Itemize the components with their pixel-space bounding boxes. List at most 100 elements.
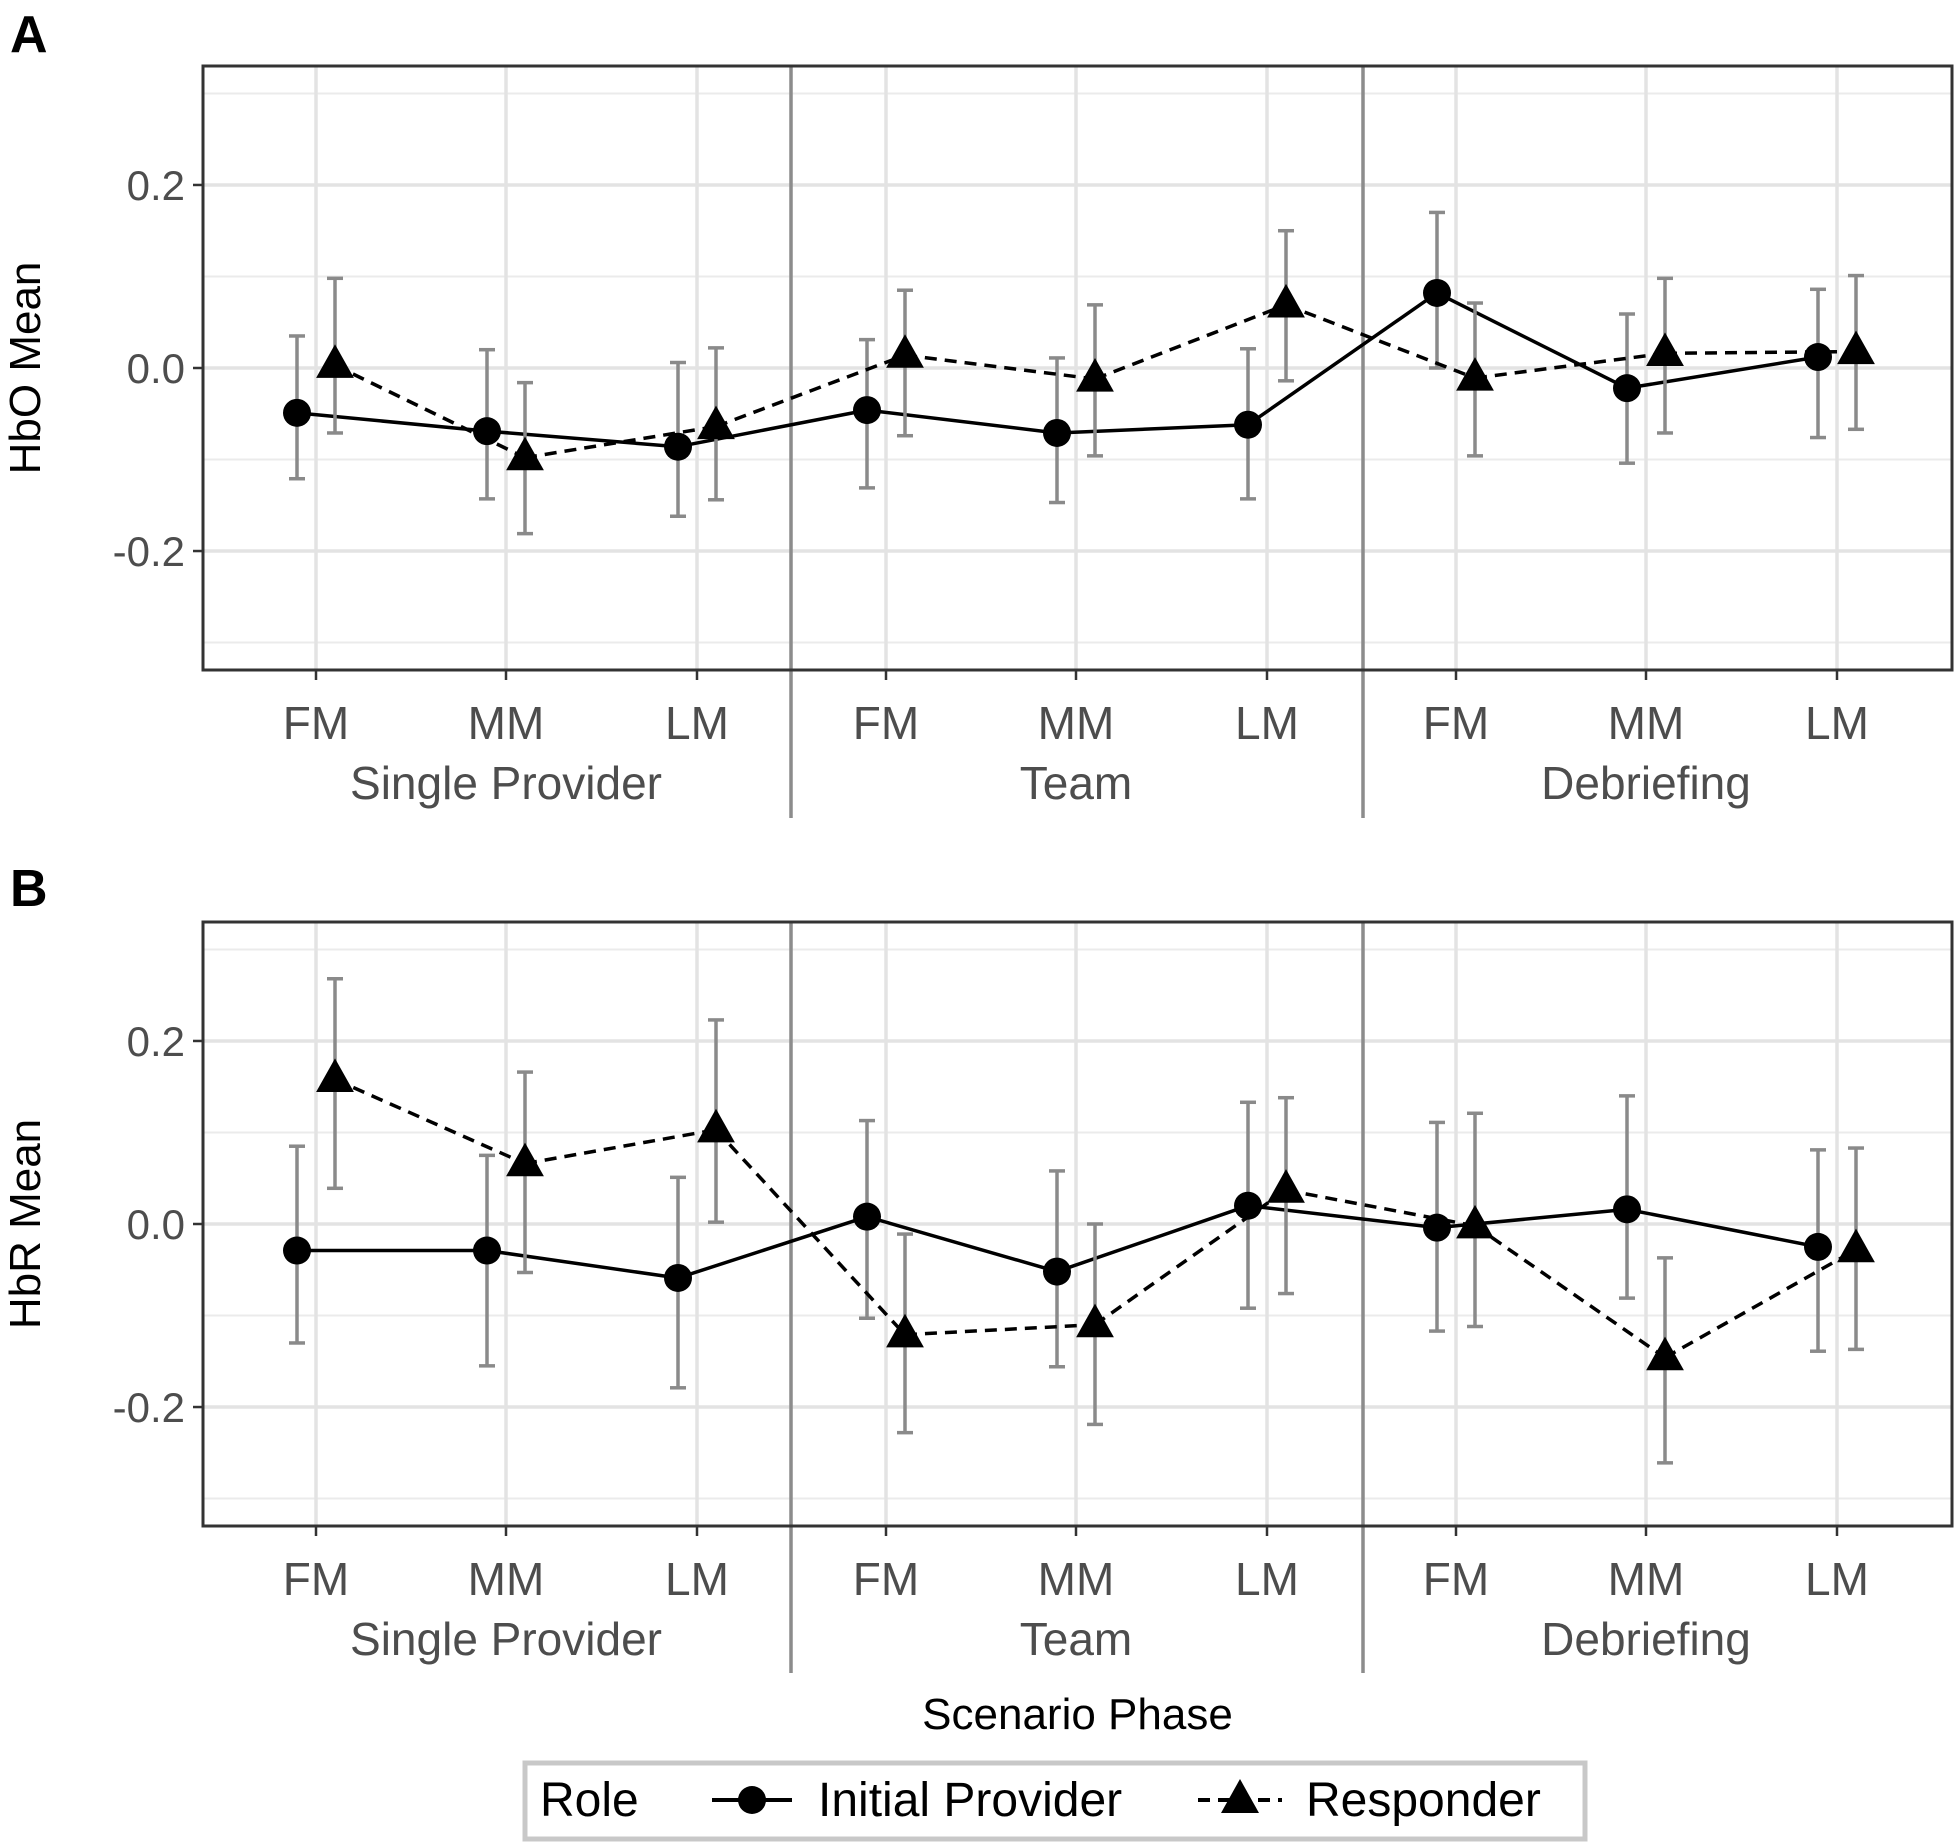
series-line-segment — [904, 353, 1096, 381]
data-point-circle — [1613, 1195, 1641, 1224]
x-tick-label: LM — [665, 697, 729, 749]
x-tick-label: MM — [1608, 1553, 1685, 1605]
series-line-segment — [296, 411, 488, 433]
legend-label-responder: Responder — [1306, 1774, 1541, 1827]
series-line-segment — [1474, 351, 1666, 380]
data-point-circle — [1234, 1191, 1262, 1220]
data-point-triangle — [1837, 330, 1875, 365]
data-point-triangle — [697, 405, 735, 440]
data-point-triangle — [1076, 357, 1114, 392]
legend-key-circle — [738, 1786, 766, 1814]
data-point-triangle — [697, 1108, 735, 1143]
data-point-circle — [473, 417, 501, 446]
data-point-circle — [473, 1236, 501, 1265]
data-point-triangle — [316, 1058, 354, 1093]
series-line-segment — [1094, 303, 1287, 381]
series-line-segment — [1436, 291, 1628, 390]
series-line-segment — [1247, 1203, 1438, 1230]
series-line-segment — [486, 1248, 679, 1280]
x-tick-label: MM — [1038, 697, 1115, 749]
data-point-circle — [664, 1263, 692, 1292]
series-line-segment — [904, 1322, 1096, 1337]
data-point-triangle — [1456, 1204, 1494, 1239]
data-point-triangle — [1646, 332, 1684, 366]
y-tick-label: 0.0 — [127, 345, 185, 392]
y-axis-title: HbR Mean — [1, 1119, 50, 1329]
data-point-circle — [1043, 1257, 1071, 1286]
x-tick-label: FM — [283, 697, 349, 749]
series-line-segment — [714, 1128, 907, 1336]
series-line-segment — [524, 424, 717, 460]
series-line-segment — [1285, 303, 1476, 380]
x-tick-label: LM — [1235, 697, 1299, 749]
series-line-segment — [866, 1214, 1058, 1274]
series-line-segment — [1626, 355, 1819, 390]
y-axis-title: HbO Mean — [1, 262, 50, 475]
plot-border — [201, 920, 1954, 1528]
data-point-triangle — [886, 1313, 924, 1348]
panel-label: A — [10, 6, 48, 64]
x-tick-label: MM — [468, 697, 545, 749]
data-point-circle — [1423, 278, 1451, 307]
group-label: Team — [1020, 757, 1132, 809]
x-tick-label: LM — [1805, 1553, 1869, 1605]
series-initial-provider — [283, 210, 1832, 519]
data-point-circle — [1804, 343, 1832, 372]
x-tick-label: FM — [853, 1553, 919, 1605]
series-line-segment — [715, 353, 906, 429]
series-line-segment — [677, 1215, 868, 1280]
data-point-circle — [1613, 374, 1641, 403]
x-tick-label: MM — [468, 1553, 545, 1605]
plot-border — [201, 64, 1954, 672]
x-tick-label: LM — [1805, 697, 1869, 749]
series-line-segment — [866, 408, 1058, 435]
data-point-circle — [283, 1236, 311, 1265]
data-point-triangle — [1076, 1303, 1114, 1338]
x-tick-label: FM — [283, 1553, 349, 1605]
x-tick-label: FM — [853, 697, 919, 749]
data-point-triangle — [1837, 1228, 1875, 1263]
data-point-triangle — [1267, 1169, 1305, 1203]
series-line-segment — [524, 1128, 717, 1166]
y-tick-label: 0.2 — [127, 1018, 185, 1065]
legend-box — [522, 1760, 1588, 1842]
y-tick-label: 0.0 — [127, 1201, 185, 1248]
series-responder — [316, 228, 1875, 536]
y-tick-label: 0.2 — [127, 162, 185, 209]
x-tick-label: FM — [1423, 1553, 1489, 1605]
series-line-segment — [1246, 291, 1439, 427]
series-line-segment — [1056, 422, 1249, 435]
series-responder — [316, 976, 1875, 1465]
series-line-segment — [1285, 1188, 1476, 1228]
data-point-circle — [1234, 410, 1262, 439]
y-tick-label: -0.2 — [113, 528, 185, 575]
x-tick-label: FM — [1423, 697, 1489, 749]
series-line-segment — [677, 408, 868, 449]
series-line-segment — [334, 1077, 526, 1166]
group-label: Team — [1020, 1613, 1132, 1665]
group-label: Single Provider — [350, 1613, 662, 1665]
x-tick-label: MM — [1038, 1553, 1115, 1605]
data-point-circle — [664, 432, 692, 461]
series-line-segment — [334, 363, 526, 460]
data-point-triangle — [506, 436, 544, 471]
x-tick-label: MM — [1608, 697, 1685, 749]
data-point-triangle — [506, 1142, 544, 1177]
data-point-circle — [1043, 418, 1071, 447]
y-tick-label: -0.2 — [113, 1384, 185, 1431]
series-line-segment — [1626, 1207, 1819, 1249]
series-line-segment — [1664, 1248, 1857, 1360]
data-point-circle — [283, 398, 311, 427]
group-label: Debriefing — [1541, 757, 1751, 809]
data-point-circle — [1804, 1232, 1832, 1261]
x-tick-label: LM — [665, 1553, 729, 1605]
data-point-triangle — [1267, 283, 1305, 318]
series-initial-provider — [283, 1094, 1832, 1390]
series-line-segment — [486, 429, 679, 449]
series-line-segment — [1056, 1204, 1249, 1274]
data-point-triangle — [316, 344, 354, 378]
x-axis-title: Scenario Phase — [922, 1690, 1233, 1739]
